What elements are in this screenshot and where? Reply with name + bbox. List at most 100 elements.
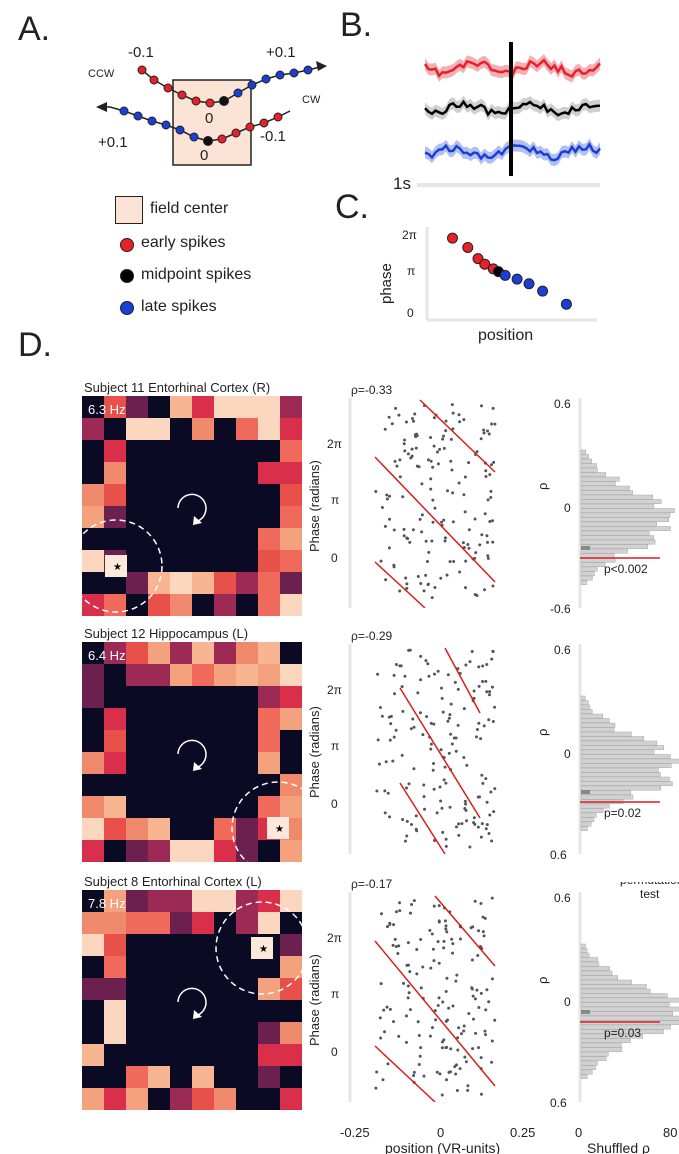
d-scatter-point (450, 937, 454, 941)
hist-bar (580, 803, 610, 809)
d-scatter-point (406, 452, 410, 456)
d-scatter-point (454, 736, 458, 740)
heatmap-cell (192, 396, 214, 418)
d-scatter-point (471, 1047, 475, 1051)
heatmap-cell (258, 686, 280, 708)
heatmap-cell (126, 752, 148, 774)
d-scatter-point (439, 799, 443, 803)
heatmap-cell (148, 418, 170, 440)
heatmap-cell (214, 664, 236, 686)
heatmap-cell (258, 506, 280, 528)
d-scatter-point (446, 1018, 450, 1022)
d-scatter-point (483, 1029, 487, 1033)
d-scatter-point (387, 415, 391, 419)
heatmap-cell (214, 594, 236, 616)
d-ytick: π (331, 987, 339, 1001)
d-scatter-point (477, 1046, 481, 1050)
d-scatter-point (471, 1017, 475, 1021)
d-scatter-point (423, 807, 427, 811)
heatmap-cell (258, 418, 280, 440)
d-scatter-point (414, 446, 418, 450)
heatmap-cell (104, 730, 126, 752)
d-scatter-point (445, 930, 449, 934)
heatmap-cell (170, 572, 192, 594)
hist-ytick-mid: 0 (564, 747, 571, 761)
hist-bar (580, 722, 616, 728)
d-scatter-point (435, 811, 439, 815)
d-scatter-point (491, 406, 495, 410)
heatmap-cell (280, 752, 302, 774)
hist-bar (580, 745, 665, 750)
d-scatter-point (447, 716, 451, 720)
d-scatter-point (450, 403, 454, 407)
d-scatter-point (437, 961, 441, 965)
d-scatter-point (487, 718, 491, 722)
d-ytick: 2π (327, 437, 342, 451)
d-scatter-point (386, 791, 390, 795)
d-scatter-point (412, 899, 416, 903)
d-scatter-point (421, 733, 425, 737)
d-scatter-point (419, 582, 423, 586)
d-scatter-point (486, 540, 490, 544)
d-scatter-point (380, 714, 384, 718)
hist-pvalue: p<0.002 (604, 562, 648, 576)
heatmap-cell (104, 572, 126, 594)
heatmap-cell (280, 506, 302, 528)
c-point (479, 258, 491, 270)
d-scatter-point (426, 662, 430, 666)
d-scatter-point (433, 586, 437, 590)
c-xlabel: position (478, 327, 533, 344)
heatmap-cell (126, 730, 148, 752)
hist-pvalue: p=0.03 (604, 1026, 641, 1040)
d-scatter-point (393, 692, 397, 696)
d-scatter-point (388, 738, 392, 742)
hist-bar (580, 1047, 623, 1052)
d-scatter-point (437, 996, 441, 1000)
legend-field-center: field center (150, 200, 229, 217)
d-scatter-point (473, 822, 477, 826)
d-scatter-point (467, 528, 471, 532)
d-scatter-point (418, 1054, 422, 1058)
d-fit-line (399, 687, 481, 819)
d-scatter-point (445, 1078, 449, 1082)
d-scatter-point (427, 674, 431, 678)
d-scatter-point (405, 963, 409, 967)
heatmap-cell (126, 1000, 148, 1022)
hist-bar (580, 553, 615, 558)
d-scatter-point (454, 979, 458, 983)
heatmap-cell (82, 1088, 104, 1110)
d-scatter-point (408, 970, 412, 974)
d-scatter-point (449, 459, 453, 463)
heatmap-cell (126, 1088, 148, 1110)
d-scatter-point (489, 790, 493, 794)
hist-bar (580, 812, 597, 818)
hist-bar (580, 758, 679, 764)
d-scatter-point (481, 930, 485, 934)
d-scatter-point (405, 786, 409, 790)
c-point (511, 273, 523, 285)
hist-bar (580, 1051, 609, 1057)
d-scatter-point (422, 1074, 426, 1078)
d-scatter-point (464, 802, 468, 806)
d-scatter-point (449, 702, 453, 706)
rotation-arrowhead-icon (193, 1010, 202, 1019)
d-heatmap: ★ 6.3 Hz (82, 396, 302, 616)
heatmap-cell (170, 396, 192, 418)
heatmap-cell (258, 840, 280, 862)
heatmap-cell (192, 550, 214, 572)
d-scatter-point (467, 461, 471, 465)
d-scatter-point (410, 416, 414, 420)
heatmap-cell (280, 956, 302, 978)
peak-cell (105, 555, 127, 577)
heatmap-cell (126, 912, 148, 934)
d-scatter-point (479, 437, 483, 441)
d-scatter-point (446, 489, 450, 493)
d-scatter-point (419, 678, 423, 682)
d-scatter-point (465, 763, 469, 767)
panel-label-a: A. (18, 10, 51, 48)
d-scatter-point (477, 795, 481, 799)
heatmap-cell (104, 840, 126, 862)
d-scatter-ylabel: Phase (radians) (307, 706, 322, 798)
heatmap-cell (258, 642, 280, 664)
d-scatter-point (395, 464, 399, 468)
